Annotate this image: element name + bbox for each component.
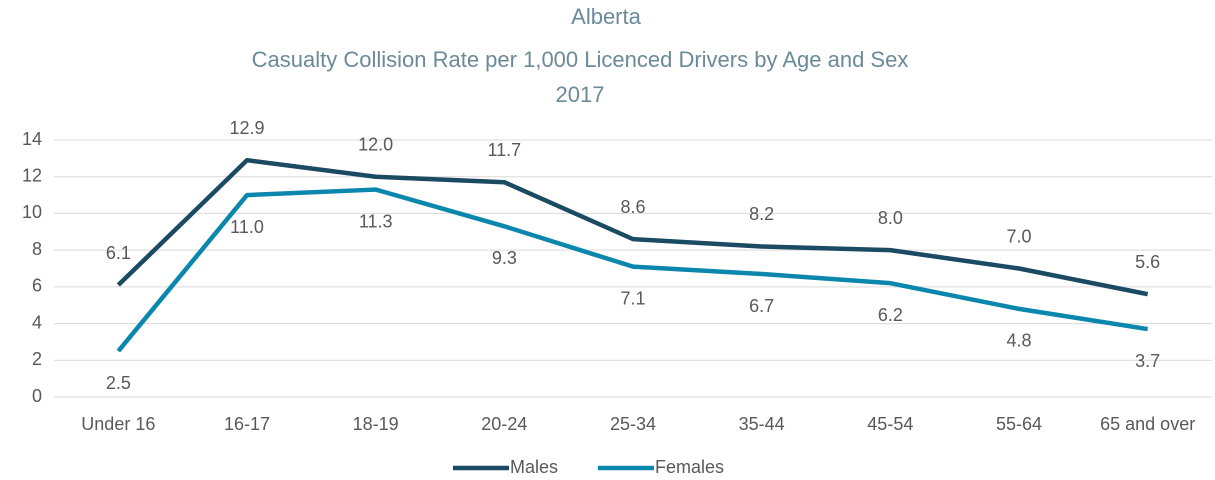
x-tick-label: 55-64 xyxy=(996,414,1042,434)
y-tick-label: 2 xyxy=(32,349,42,369)
data-label: 4.8 xyxy=(1006,331,1031,351)
data-label: 8.6 xyxy=(620,197,645,217)
data-label: 11.7 xyxy=(487,140,521,160)
x-tick-label: 20-24 xyxy=(481,414,527,434)
data-label: 6.1 xyxy=(106,243,131,263)
chart-title: Alberta xyxy=(571,4,641,29)
x-tick-label: 25-34 xyxy=(610,414,656,434)
series-line xyxy=(116,187,1149,353)
y-tick-label: 0 xyxy=(32,386,42,406)
data-label: 11.3 xyxy=(359,211,393,231)
x-tick-label: 18-19 xyxy=(353,414,399,434)
chart-subtitle: Casualty Collision Rate per 1,000 Licenc… xyxy=(252,47,909,72)
x-tick-label: Under 16 xyxy=(81,414,155,434)
data-label: 8.0 xyxy=(878,208,903,228)
data-label: 8.2 xyxy=(749,204,774,224)
y-tick-label: 4 xyxy=(32,312,42,332)
data-label: 6.7 xyxy=(749,296,774,316)
x-tick-label: 35-44 xyxy=(739,414,785,434)
chart-subtitle: 2017 xyxy=(556,82,605,107)
data-label: 9.3 xyxy=(492,248,517,268)
data-label: 12.0 xyxy=(358,134,393,154)
data-label: 2.5 xyxy=(106,373,131,393)
data-label: 7.0 xyxy=(1006,226,1031,246)
y-tick-label: 8 xyxy=(32,239,42,259)
data-label: 12.9 xyxy=(229,118,264,138)
y-tick-label: 6 xyxy=(32,276,42,296)
data-label: 6.2 xyxy=(878,305,903,325)
data-label: 5.6 xyxy=(1135,252,1160,272)
y-tick-label: 10 xyxy=(22,202,42,222)
x-tick-label: 16-17 xyxy=(224,414,270,434)
data-label: 7.1 xyxy=(620,288,645,308)
data-label: 11.0 xyxy=(230,217,264,237)
x-tick-label: 45-54 xyxy=(867,414,913,434)
legend-label: Males xyxy=(510,457,558,477)
y-tick-label: 12 xyxy=(22,165,42,185)
x-tick-label: 65 and over xyxy=(1100,414,1195,434)
series-line xyxy=(116,157,1149,297)
data-label: 3.7 xyxy=(1135,351,1160,371)
y-tick-label: 14 xyxy=(22,129,42,149)
legend-label: Females xyxy=(655,457,724,477)
